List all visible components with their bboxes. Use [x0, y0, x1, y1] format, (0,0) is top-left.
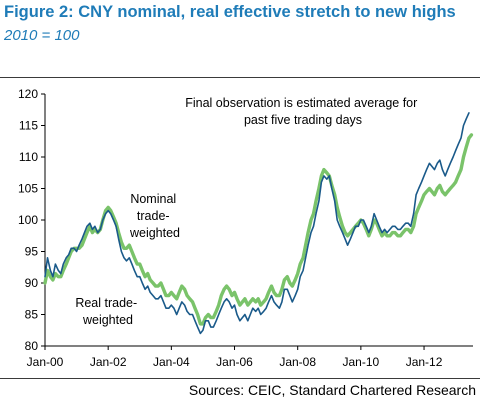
- y-tick-label: 80: [25, 339, 39, 353]
- y-tick-label: 115: [19, 119, 38, 133]
- y-tick-label: 120: [18, 87, 38, 101]
- y-tick-label: 90: [25, 276, 39, 290]
- chart-frame: [0, 77, 480, 379]
- y-tick-group: 80 85 90 95 100 105 110 115 120: [18, 87, 45, 353]
- annotation-line: Final observation is estimated average f…: [185, 96, 417, 110]
- annotation-line: Nominal: [130, 192, 176, 206]
- annotation-line: weighted: [129, 226, 180, 240]
- y-tick-label: 95: [25, 245, 39, 259]
- x-tick-group: Jan-00 Jan-02 Jan-04 Jan-06 Jan-08 Jan-10 Jan-…: [27, 346, 443, 369]
- source-note: Sources: CEIC, Standard Chartered Resear…: [188, 382, 476, 398]
- x-tick-label: Jan-02: [90, 355, 127, 369]
- series-line-real-trade-weighted: [43, 133, 474, 326]
- annotation-line: past five trading days: [244, 113, 362, 127]
- y-tick-label: 85: [25, 308, 39, 322]
- series-line-nominal-trade-weighted: [44, 112, 470, 335]
- x-tick-label: Jan-10: [343, 355, 380, 369]
- x-tick-label: Jan-04: [153, 355, 190, 369]
- x-tick-label: Jan-00: [27, 355, 64, 369]
- x-tick-label: Jan-12: [406, 355, 443, 369]
- y-tick-label: 110: [19, 150, 38, 164]
- y-tick-label: 105: [18, 182, 38, 196]
- chart-subtitle: 2010 = 100: [4, 27, 80, 44]
- chart-title: Figure 2: CNY nominal, real effective st…: [4, 3, 456, 21]
- x-tick-label: Jan-06: [216, 355, 253, 369]
- x-tick-label: Jan-08: [279, 355, 316, 369]
- y-tick-label: 100: [18, 213, 38, 227]
- annotation-line: weighted: [82, 313, 133, 327]
- annotation-real: Real trade- weighted: [75, 296, 140, 327]
- annotation-line: Real trade-: [75, 296, 137, 310]
- annotation-line: trade-: [137, 209, 170, 223]
- series-group: [43, 112, 474, 335]
- annotation-final-observation: Final observation is estimated average f…: [185, 96, 421, 127]
- annotation-nominal: Nominal trade- weighted: [129, 192, 180, 240]
